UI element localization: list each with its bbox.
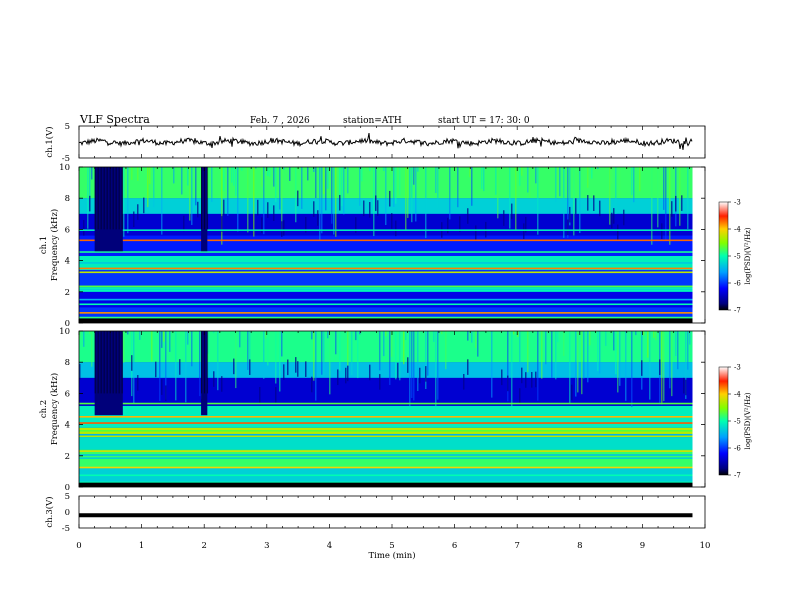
ch2-spec-line-3 [79, 457, 693, 459]
ch1-spec-line-3 [79, 303, 693, 306]
x-tick-0: 0 [76, 541, 81, 551]
ch2-spec-ytick-0: 0 [65, 483, 70, 493]
ch2-spec-line-7 [79, 430, 693, 432]
ch2-colorbar-tick--6: -6 [734, 445, 741, 453]
start-ut-label: start UT = 17: 30: 0 [438, 116, 530, 126]
station-label: station=ATH [343, 116, 402, 126]
ch2-spec-ytick-6: 6 [65, 389, 70, 399]
ch1-colorbar-tick--4: -4 [734, 226, 741, 234]
ch1-colorbar-gradient [718, 201, 729, 311]
x-tick-5: 5 [389, 541, 394, 551]
ch3-ytick-top: 5 [65, 492, 70, 502]
ch1-spec-band-6 [79, 235, 693, 256]
ch1-spec-ytick-10: 10 [59, 163, 70, 173]
ch1-colorbar-tick--3: -3 [734, 199, 741, 207]
ch2-colorbar-tick--5: -5 [734, 418, 741, 426]
x-axis-label: Time (min) [368, 550, 415, 561]
ch1-spec-line-2 [79, 312, 693, 314]
x-tick-3: 3 [264, 541, 269, 551]
ch2-spectrogram-panel: 0 2 4 6 8 10 ch.2 Frequency (kHz) [39, 327, 706, 493]
x-tick-8: 8 [577, 541, 582, 551]
ch1-spec-line-8 [79, 267, 693, 270]
ch2-spec-ytick-8: 8 [65, 358, 70, 368]
ch2-spectrogram-image [79, 331, 693, 487]
ch1-ytick-bottom: -5 [62, 154, 70, 164]
ch2-spec-line-0 [79, 481, 693, 484]
ch1-spec-dark-interval-0 [94, 167, 123, 252]
ch1-waveform-trace [78, 133, 693, 150]
ch2-spec-line-9 [79, 416, 693, 418]
ch2-spec-line-2 [79, 466, 693, 469]
ch1-colorbar-tick--5: -5 [734, 253, 741, 261]
ch1-colorbar-tick--7: -7 [734, 307, 741, 315]
ch2-colorbar: -3 -4 -5 -6 -7 log(PSD)(V²/Hz) [718, 364, 752, 480]
figure-title: VLF Spectra [79, 113, 150, 126]
ch2-spec-ytick-4: 4 [65, 421, 70, 431]
ch1-spectrogram-image [79, 167, 693, 323]
ch2-spec-line-6 [79, 433, 693, 436]
ch1-colorbar-tick--6: -6 [734, 280, 741, 288]
ch2-spec-line-5 [79, 450, 693, 452]
ch1-colorbar-label: log(PSD)(V²/Hz) [744, 227, 752, 284]
ch2-spec-ytick-10: 10 [59, 327, 70, 337]
ch1-spec-line-9 [79, 262, 693, 264]
ch1-ylabel: ch.1(V) [44, 126, 55, 157]
ch1-spec-ytick-8: 8 [65, 194, 70, 204]
ch1-spec-ylabel: Frequency (kHz) [49, 209, 60, 281]
ch1-spec-line-10 [79, 251, 693, 253]
ch2-spec-band-6 [79, 377, 693, 406]
x-tick-1: 1 [139, 541, 144, 551]
ch1-colorbar: -3 -4 -5 -6 -7 log(PSD)(V²/Hz) [718, 199, 752, 315]
ch2-spec-band-7 [79, 362, 693, 378]
date-label: Feb. 7 , 2026 [250, 116, 310, 126]
ch1-spec-band-4 [79, 269, 693, 288]
ch2-colorbar-tick--4: -4 [734, 391, 741, 399]
ch1-spec-line-7 [79, 271, 693, 274]
ch2-spec-ytick-2: 2 [65, 452, 70, 462]
ch1-spec-ylabel-top: ch.1 [39, 236, 49, 254]
ch1-spec-ytick-6: 6 [65, 225, 70, 235]
ch1-spec-line-11 [79, 239, 693, 242]
ch2-spec-line-8 [79, 422, 693, 424]
x-tick-10: 10 [700, 541, 711, 551]
ch3-waveform-frame [78, 495, 706, 529]
ch2-spec-line-4 [79, 454, 693, 456]
ch1-spec-line-1 [79, 316, 693, 319]
ch1-spec-ytick-0: 0 [65, 319, 70, 329]
ch1-waveform-panel: 5 -5 ch.1(V) [44, 122, 706, 164]
ch2-spec-band-4 [79, 427, 693, 438]
ch1-ytick-top: 5 [65, 122, 70, 132]
ch1-spec-ytick-4: 4 [65, 257, 70, 267]
x-tick-9: 9 [640, 541, 645, 551]
ch2-spec-dark-interval-0 [94, 331, 123, 416]
ch3-waveform-panel: 5 0 -5 ch.3(V) [44, 492, 706, 534]
ch3-ylabel: ch.3(V) [44, 496, 55, 527]
ch1-spec-line-4 [79, 298, 693, 301]
ch1-spec-line-5 [79, 288, 693, 291]
ch1-spec-line-12 [79, 229, 693, 231]
ch1-spec-line-6 [79, 285, 693, 288]
x-tick-7: 7 [514, 541, 519, 551]
ch1-spectrogram-panel: 0 2 4 6 8 10 ch.1 Frequency (kHz) [39, 163, 706, 329]
x-tick-4: 4 [327, 541, 332, 551]
ch2-spec-ylabel-top: ch.2 [39, 400, 49, 418]
ch2-colorbar-tick--3: -3 [734, 364, 741, 372]
ch3-ytick-mid: 0 [65, 508, 70, 518]
ch2-colorbar-gradient [718, 366, 729, 476]
x-tick-6: 6 [452, 541, 457, 551]
ch2-spec-ylabel: Frequency (kHz) [49, 373, 60, 445]
ch2-colorbar-label: log(PSD)(V²/Hz) [744, 392, 752, 449]
ch3-ytick-bottom: -5 [62, 524, 70, 534]
ch1-spec-ytick-2: 2 [65, 288, 70, 298]
x-tick-2: 2 [201, 541, 206, 551]
ch2-spec-line-10 [79, 402, 693, 405]
ch2-colorbar-tick--7: -7 [734, 472, 741, 480]
ch2-spec-band-3 [79, 437, 693, 450]
ch2-spec-line-1 [79, 474, 693, 477]
